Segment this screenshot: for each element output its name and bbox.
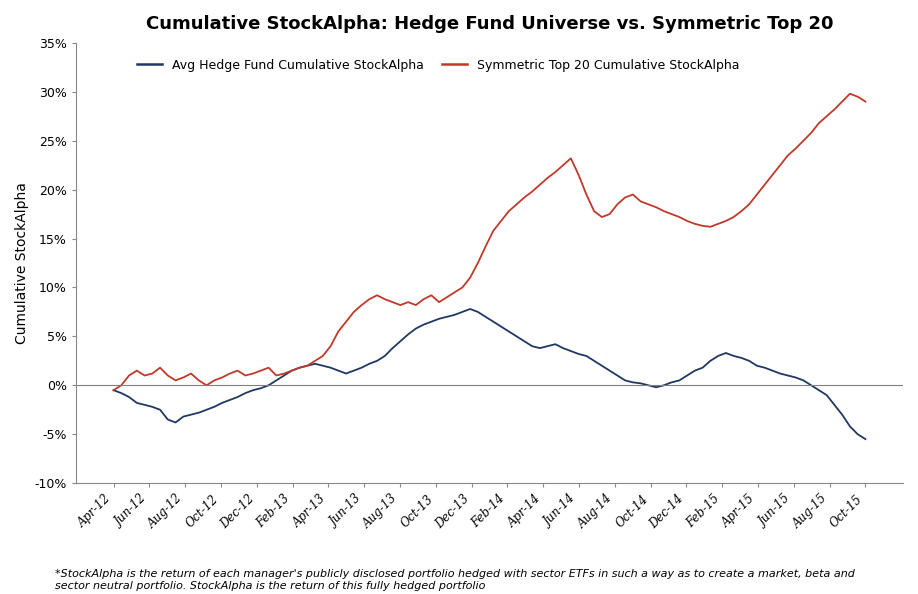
Y-axis label: Cumulative StockAlpha: Cumulative StockAlpha — [15, 182, 29, 344]
Title: Cumulative StockAlpha: Hedge Fund Universe vs. Symmetric Top 20: Cumulative StockAlpha: Hedge Fund Univer… — [146, 15, 834, 33]
Legend: Avg Hedge Fund Cumulative StockAlpha, Symmetric Top 20 Cumulative StockAlpha: Avg Hedge Fund Cumulative StockAlpha, Sy… — [132, 53, 744, 77]
Text: *StockAlpha is the return of each manager's publicly disclosed portfolio hedged : *StockAlpha is the return of each manage… — [55, 570, 855, 591]
